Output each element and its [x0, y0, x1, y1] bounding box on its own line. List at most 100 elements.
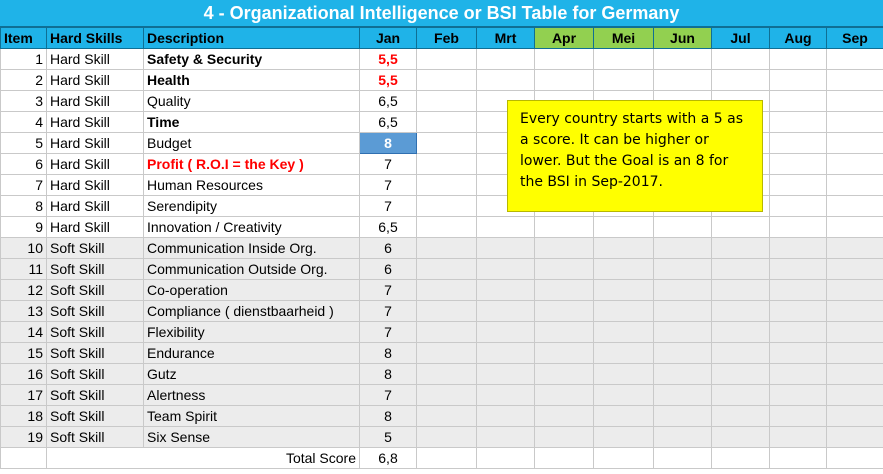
total-label[interactable]: Total Score: [46, 447, 360, 469]
description-cell[interactable]: Time: [143, 111, 360, 133]
empty-month-cell[interactable]: [593, 237, 654, 259]
empty-month-cell[interactable]: [476, 300, 535, 322]
skill-cell[interactable]: Soft Skill: [46, 342, 144, 364]
jan-cell[interactable]: 7: [359, 279, 417, 301]
empty-month-cell[interactable]: [769, 321, 827, 343]
header-month-aug[interactable]: Aug: [769, 27, 827, 49]
empty-month-cell[interactable]: [769, 237, 827, 259]
empty-month-cell[interactable]: [416, 300, 477, 322]
description-cell[interactable]: Alertness: [143, 384, 360, 406]
empty-month-cell[interactable]: [593, 279, 654, 301]
empty-month-cell[interactable]: [593, 321, 654, 343]
jan-cell[interactable]: 7: [359, 321, 417, 343]
empty-month-cell[interactable]: [769, 111, 827, 133]
empty-month-cell[interactable]: [416, 111, 477, 133]
description-cell[interactable]: Communication Inside Org.: [143, 237, 360, 259]
empty-month-cell[interactable]: [534, 405, 594, 427]
description-cell[interactable]: Endurance: [143, 342, 360, 364]
empty-month-cell[interactable]: [711, 300, 770, 322]
empty-month-cell[interactable]: [653, 279, 712, 301]
description-cell[interactable]: Quality: [143, 90, 360, 112]
empty-month-cell[interactable]: [826, 258, 883, 280]
item-cell[interactable]: 11: [0, 258, 47, 280]
empty-month-cell[interactable]: [711, 363, 770, 385]
skill-cell[interactable]: Hard Skill: [46, 195, 144, 217]
empty-month-cell[interactable]: [769, 426, 827, 448]
empty-month-cell[interactable]: [826, 384, 883, 406]
header-month-mei[interactable]: Mei: [593, 27, 654, 49]
empty-month-cell[interactable]: [711, 237, 770, 259]
item-cell[interactable]: 2: [0, 69, 47, 91]
description-cell[interactable]: Budget: [143, 132, 360, 154]
empty-month-cell[interactable]: [769, 363, 827, 385]
empty-month-cell[interactable]: [476, 279, 535, 301]
skill-cell[interactable]: Soft Skill: [46, 279, 144, 301]
jan-cell[interactable]: 8: [359, 132, 417, 154]
empty-month-cell[interactable]: [593, 342, 654, 364]
empty-month-cell[interactable]: [826, 216, 883, 238]
empty-month-cell[interactable]: [476, 258, 535, 280]
empty-month-cell[interactable]: [476, 405, 535, 427]
jan-cell[interactable]: 7: [359, 195, 417, 217]
empty-month-cell[interactable]: [653, 426, 712, 448]
item-cell[interactable]: 9: [0, 216, 47, 238]
empty-month-cell[interactable]: [534, 258, 594, 280]
empty-month-cell[interactable]: [653, 69, 712, 91]
description-cell[interactable]: Flexibility: [143, 321, 360, 343]
empty-month-cell[interactable]: [416, 195, 477, 217]
empty-month-cell[interactable]: [826, 153, 883, 175]
empty-month-cell[interactable]: [593, 384, 654, 406]
skill-cell[interactable]: Hard Skill: [46, 132, 144, 154]
empty-month-cell[interactable]: [653, 48, 712, 70]
jan-cell[interactable]: 7: [359, 174, 417, 196]
empty-month-cell[interactable]: [711, 426, 770, 448]
empty-month-cell[interactable]: [416, 384, 477, 406]
jan-cell[interactable]: 6: [359, 258, 417, 280]
header-description[interactable]: Description: [143, 27, 360, 49]
empty-month-cell[interactable]: [593, 363, 654, 385]
jan-cell[interactable]: 6,5: [359, 216, 417, 238]
empty-month-cell[interactable]: [653, 300, 712, 322]
empty-month-cell[interactable]: [534, 321, 594, 343]
empty-month-cell[interactable]: [534, 48, 594, 70]
empty-month-cell[interactable]: [593, 48, 654, 70]
skill-cell[interactable]: Hard Skill: [46, 153, 144, 175]
skill-cell[interactable]: Soft Skill: [46, 384, 144, 406]
empty-month-cell[interactable]: [476, 237, 535, 259]
jan-cell[interactable]: 5: [359, 426, 417, 448]
empty-month-cell[interactable]: [769, 195, 827, 217]
empty-month-cell[interactable]: [534, 342, 594, 364]
item-cell[interactable]: 17: [0, 384, 47, 406]
empty-month-cell[interactable]: [534, 279, 594, 301]
empty-month-cell[interactable]: [711, 69, 770, 91]
empty-month-cell[interactable]: [711, 321, 770, 343]
empty-month-cell[interactable]: [416, 69, 477, 91]
empty-month-cell[interactable]: [653, 405, 712, 427]
empty-month-cell[interactable]: [653, 447, 712, 469]
empty-month-cell[interactable]: [416, 48, 477, 70]
skill-cell[interactable]: Soft Skill: [46, 321, 144, 343]
empty-month-cell[interactable]: [711, 342, 770, 364]
empty-month-cell[interactable]: [534, 447, 594, 469]
description-cell[interactable]: Human Resources: [143, 174, 360, 196]
empty-month-cell[interactable]: [534, 300, 594, 322]
empty-month-cell[interactable]: [826, 363, 883, 385]
empty-month-cell[interactable]: [534, 69, 594, 91]
description-cell[interactable]: Six Sense: [143, 426, 360, 448]
empty-month-cell[interactable]: [416, 342, 477, 364]
skill-cell[interactable]: Hard Skill: [46, 90, 144, 112]
empty-month-cell[interactable]: [653, 258, 712, 280]
empty-month-cell[interactable]: [826, 447, 883, 469]
jan-cell[interactable]: 8: [359, 342, 417, 364]
empty-month-cell[interactable]: [653, 237, 712, 259]
description-cell[interactable]: Gutz: [143, 363, 360, 385]
description-cell[interactable]: Innovation / Creativity: [143, 216, 360, 238]
item-cell[interactable]: 19: [0, 426, 47, 448]
description-cell[interactable]: Serendipity: [143, 195, 360, 217]
empty-month-cell[interactable]: [416, 237, 477, 259]
empty-month-cell[interactable]: [534, 237, 594, 259]
empty-month-cell[interactable]: [769, 279, 827, 301]
empty-month-cell[interactable]: [769, 342, 827, 364]
empty-month-cell[interactable]: [593, 258, 654, 280]
item-cell[interactable]: 6: [0, 153, 47, 175]
